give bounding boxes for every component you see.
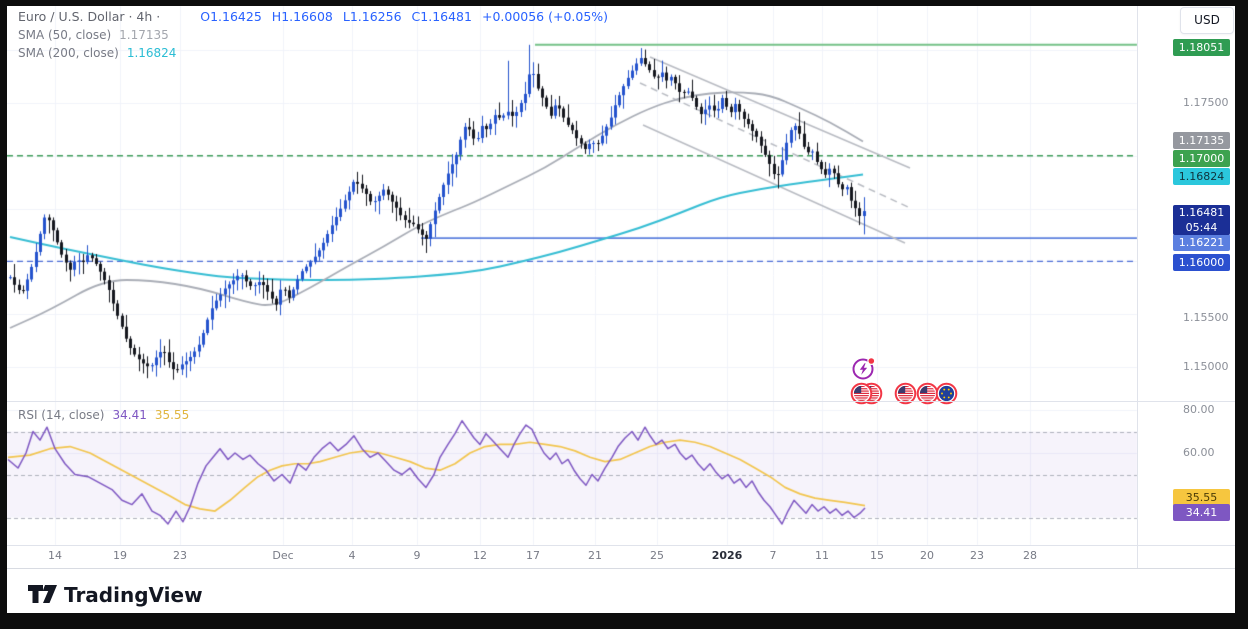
ohlc-high: H1.16608 <box>271 9 333 24</box>
time-axis-label: 25 <box>650 549 664 562</box>
sma50-legend-row[interactable]: SMA (50, close) 1.17135 <box>18 26 608 44</box>
time-axis-label: 20 <box>920 549 934 562</box>
price-axis-badge-sma50: 1.17135 <box>1173 131 1230 149</box>
time-axis-label: 23 <box>970 549 984 562</box>
logo-t-glyph <box>28 585 43 603</box>
symbol-row[interactable]: Euro / U.S. Dollar · 4h · O1.16425 H1.1660… <box>18 8 608 26</box>
economic-event-flag-us-icon[interactable] <box>894 382 917 405</box>
chart-bottom-border <box>7 568 1235 569</box>
ohlc-open: O1.16425 <box>200 9 262 24</box>
price-axis-badge-high-level: 1.18051 <box>1173 38 1230 56</box>
logo-v-glyph <box>42 585 57 603</box>
ohlc-low: L1.16256 <box>342 9 402 24</box>
ohlc-close: C1.16481 <box>411 9 472 24</box>
time-axis-label: 7 <box>769 549 777 562</box>
time-axis-label: 28 <box>1023 549 1037 562</box>
tradingview-logo[interactable]: TradingView <box>26 580 216 610</box>
current-price-badge: 1.16481 05:44 <box>1173 205 1230 235</box>
time-axis-separator <box>7 545 1235 546</box>
price-axis-badge-level-1170: 1.17000 <box>1173 149 1230 167</box>
symbol-title[interactable]: Euro / U.S. Dollar · 4h · <box>18 9 161 24</box>
price-axis-label: 1.15000 <box>1183 360 1229 373</box>
price-axis-label: 60.00 <box>1183 446 1215 459</box>
price-axis-badge-rsi-value: 34.41 <box>1173 503 1230 521</box>
price-axis-border <box>1137 6 1138 568</box>
price-axis-badge-level-1160: 1.16000 <box>1173 253 1230 271</box>
time-axis-label: 2026 <box>711 549 743 562</box>
time-axis-label: 14 <box>48 549 62 562</box>
ohlc-change: +0.00056 (+0.05%) <box>481 9 609 24</box>
window-frame-bottom <box>0 613 1248 629</box>
time-axis-label: 23 <box>173 549 187 562</box>
time-axis-label: 21 <box>588 549 602 562</box>
rsi-signal-value: 35.55 <box>154 408 190 422</box>
main-chart-legend: Euro / U.S. Dollar · 4h · O1.16425 H1.1660… <box>18 8 608 62</box>
price-axis-label: 1.17500 <box>1183 96 1229 109</box>
time-axis-label: 17 <box>526 549 540 562</box>
current-price: 1.16481 <box>1178 206 1225 219</box>
sma200-value: 1.16824 <box>126 46 177 60</box>
time-axis-label: 11 <box>815 549 829 562</box>
economic-event-flag-eu-icon[interactable] <box>935 382 958 405</box>
window-frame-left <box>0 0 7 613</box>
sma200-legend-row[interactable]: SMA (200, close) 1.16824 <box>18 44 608 62</box>
sma50-label: SMA (50, close) <box>18 28 112 42</box>
window-frame-right <box>1235 0 1248 629</box>
rsi-legend-row[interactable]: RSI (14, close) 34.41 35.55 <box>18 406 189 424</box>
sma50-value: 1.17135 <box>119 28 169 42</box>
price-axis-label: 80.00 <box>1183 403 1215 416</box>
pane-separator[interactable] <box>7 401 1235 402</box>
bar-countdown: 05:44 <box>1185 221 1218 234</box>
sma200-label: SMA (200, close) <box>18 46 119 60</box>
economic-event-flag-us-icon[interactable] <box>850 382 873 405</box>
currency-button[interactable]: USD <box>1180 7 1234 34</box>
time-axis-label: 4 <box>348 549 356 562</box>
price-axis-badge-sma200: 1.16824 <box>1173 167 1230 185</box>
time-axis-label: 19 <box>113 549 127 562</box>
time-axis-label: 15 <box>870 549 884 562</box>
rsi-value: 34.41 <box>112 408 147 422</box>
time-axis-label: Dec <box>272 549 294 562</box>
rsi-label: RSI (14, close) <box>18 408 105 422</box>
price-axis-badge-support: 1.16221 <box>1173 233 1230 251</box>
economic-event-lightning-icon[interactable] <box>850 355 877 382</box>
window-frame-top <box>0 0 1248 6</box>
price-axis-label: 1.15500 <box>1183 311 1229 324</box>
time-axis-label: 9 <box>413 549 421 562</box>
rsi-legend: RSI (14, close) 34.41 35.55 <box>18 406 189 424</box>
time-axis-label: 12 <box>473 549 487 562</box>
logo-text: TradingView <box>64 583 203 607</box>
price-axis-badge-rsi-signal: 35.55 <box>1173 488 1230 506</box>
